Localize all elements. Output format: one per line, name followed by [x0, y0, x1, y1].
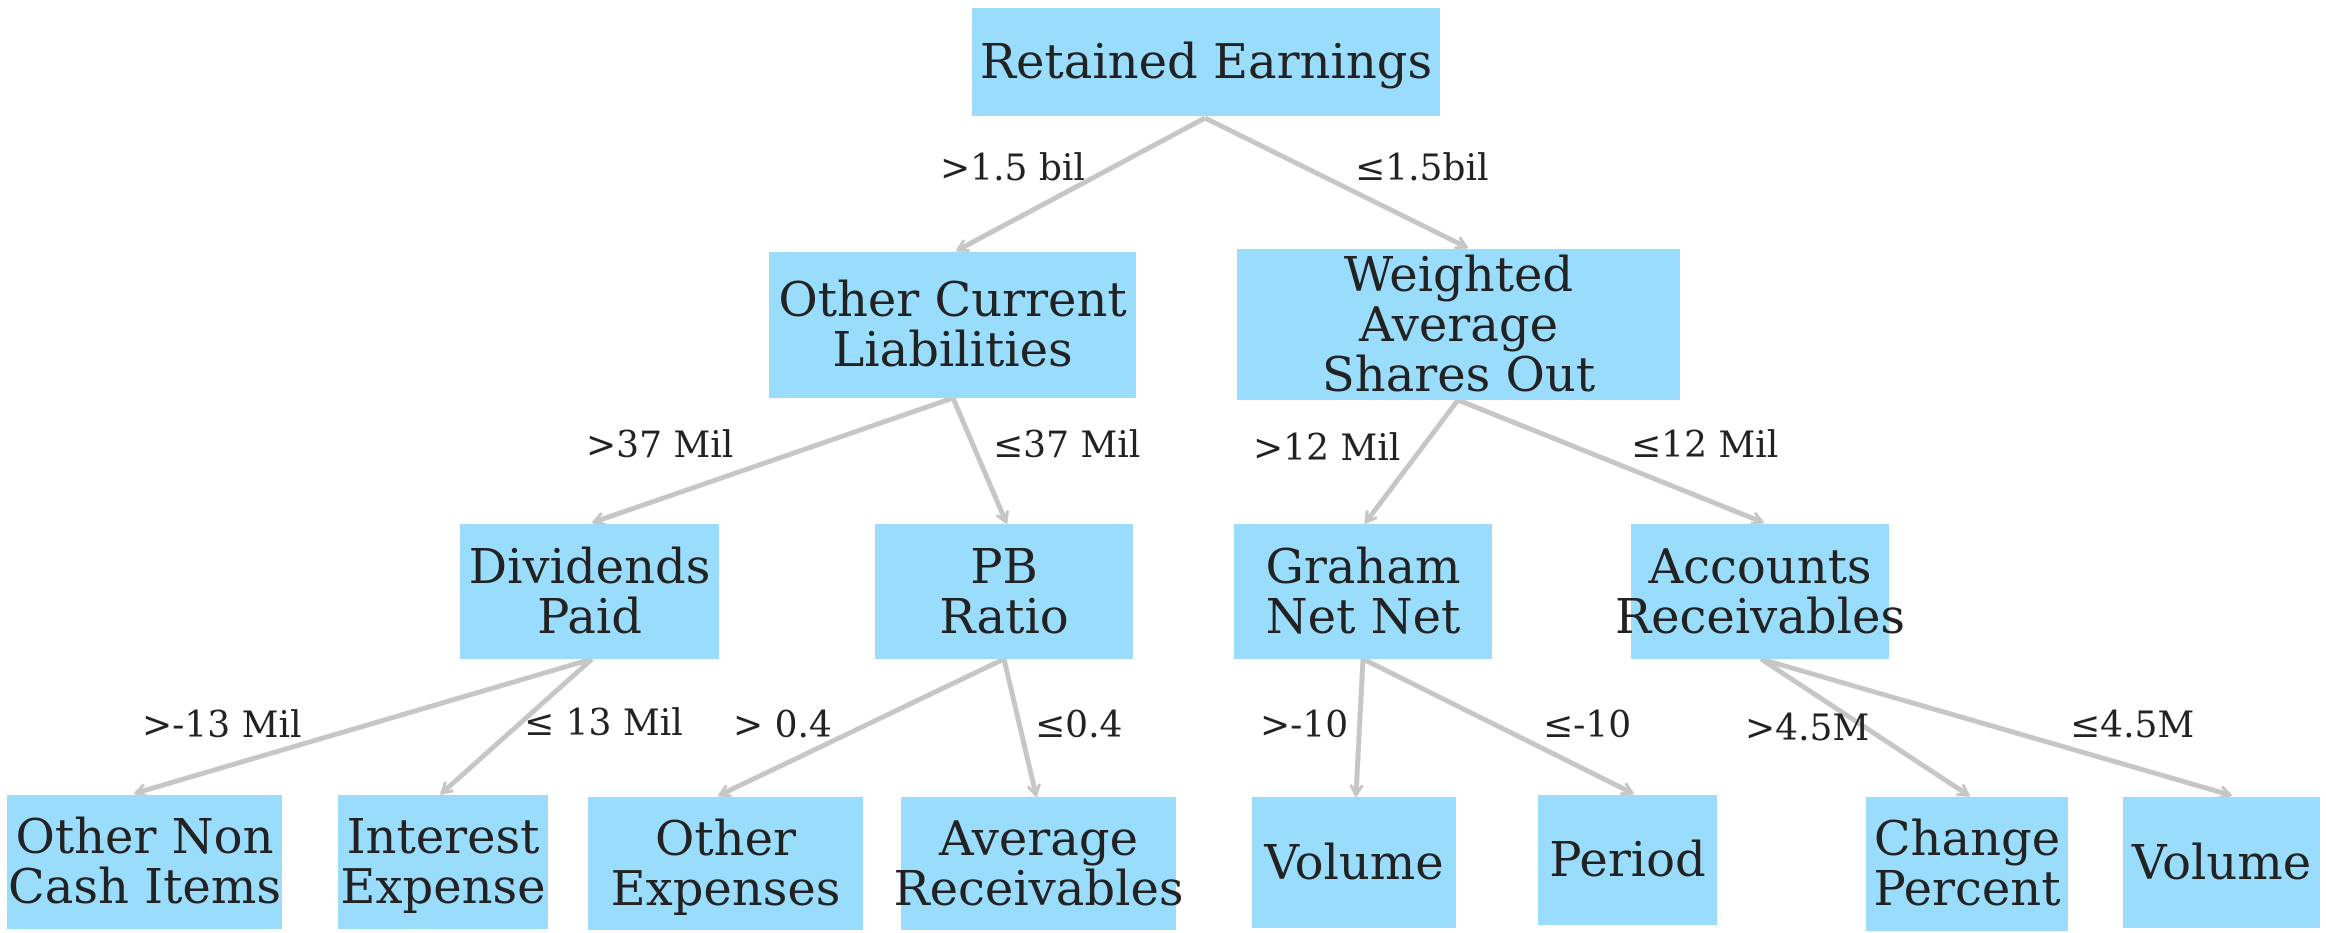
node-weighted-average-shares-out: Weighted Average Shares Out: [1237, 249, 1680, 400]
node-volume-1: Volume: [1252, 797, 1456, 928]
edge-label-root-left: >1.5 bil: [940, 148, 1085, 189]
edge-label-dp-left: >-13 Mil: [142, 705, 302, 746]
node-other-current-liabilities: Other Current Liabilities: [769, 252, 1136, 398]
node-volume-2: Volume: [2123, 797, 2320, 928]
edge-root-to-other-current-liabilities: [958, 115, 1207, 253]
edge-accounts-receivables-to-change-percent: [1759, 656, 1968, 798]
edge-label-pb-left: > 0.4: [733, 705, 832, 746]
node-pb-ratio: PB Ratio: [875, 524, 1133, 659]
edge-label-ar-right: ≤4.5M: [2070, 705, 2195, 746]
edge-label-ar-left: >4.5M: [1745, 708, 1870, 749]
edge-root-to-weighted-average-shares-out: [1203, 115, 1466, 247]
edge-weighted-average-shares-out-to-accounts-receivables: [1457, 397, 1762, 522]
edge-pb-ratio-to-other-expenses: [720, 656, 1006, 795]
node-average-receivables: Average Receivables: [893, 797, 1184, 930]
edge-label-root-right: ≤1.5bil: [1355, 148, 1489, 189]
edge-label-ocl-left: >37 Mil: [586, 425, 734, 466]
edge-label-gnn-right: ≤-10: [1543, 705, 1632, 746]
edge-other-current-liabilities-to-pb-ratio: [950, 397, 1006, 522]
edge-accounts-receivables-to-volume-2: [1760, 656, 2230, 795]
node-retained-earnings: Retained Earnings: [972, 8, 1440, 116]
edge-label-wa-left: >12 Mil: [1253, 428, 1401, 469]
node-other-expenses: Other Expenses: [588, 797, 863, 930]
node-other-non-cash-items: Other Non Cash Items: [7, 795, 282, 929]
edge-dividends-paid-to-interest-expense: [442, 657, 594, 793]
edge-other-current-liabilities-to-dividends-paid: [594, 395, 954, 522]
edge-label-dp-right: ≤ 13 Mil: [524, 703, 683, 744]
edge-graham-net-net-to-volume-1: [1356, 658, 1366, 795]
edge-weighted-average-shares-out-to-graham-net-net: [1364, 398, 1460, 522]
edge-label-pb-right: ≤0.4: [1035, 705, 1123, 746]
edge-label-gnn-left: >-10: [1260, 705, 1349, 746]
node-accounts-receivables: Accounts Receivables: [1615, 524, 1905, 659]
node-dividends-paid: Dividends Paid: [460, 524, 719, 659]
edge-pb-ratio-to-average-receivables: [1001, 658, 1036, 795]
node-change-percent: Change Percent: [1866, 797, 2068, 931]
edge-label-ocl-right: ≤37 Mil: [993, 425, 1141, 466]
edge-graham-net-net-to-period: [1361, 656, 1632, 793]
node-interest-expense: Interest Expense: [338, 795, 548, 929]
edge-dividends-paid-to-other-non-cash-items: [136, 656, 593, 793]
node-period: Period: [1538, 795, 1717, 925]
node-graham-net-net: Graham Net Net: [1234, 524, 1492, 659]
edge-label-wa-right: ≤12 Mil: [1631, 425, 1779, 466]
